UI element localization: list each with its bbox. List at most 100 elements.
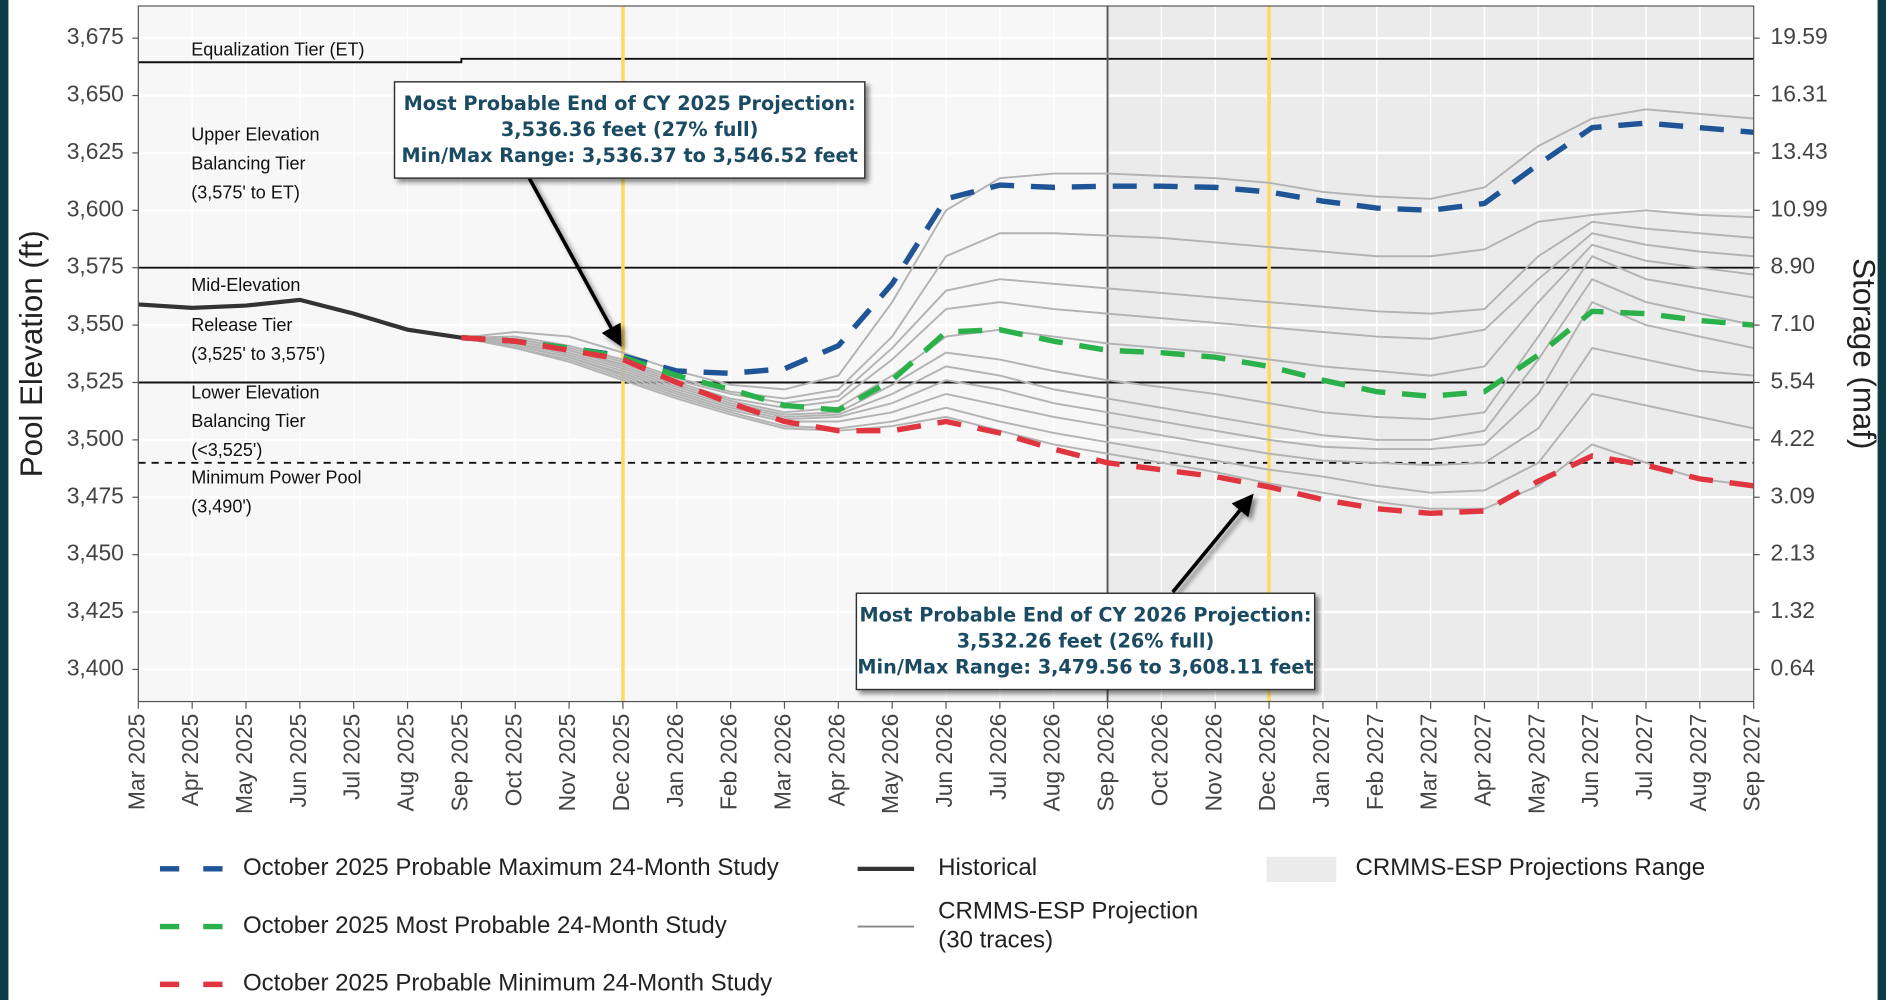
series-line [461, 335, 1755, 517]
x-tick-label: Sep 2026 [1093, 714, 1119, 812]
x-tick-label: Sep 2027 [1739, 714, 1765, 812]
tier-label: Minimum Power Pool [191, 468, 361, 488]
y-tick-label: 3,625 [67, 138, 124, 164]
y2-tick-label: 13.43 [1771, 138, 1828, 164]
frame-left [0, 0, 9, 1000]
annotation-text: Most Probable End of CY 2025 Projection: [404, 92, 856, 115]
x-tick-label: Aug 2025 [393, 714, 419, 812]
y2-tick-label: 7.10 [1771, 310, 1815, 336]
x-tick-label: Mar 2025 [123, 714, 149, 811]
y2-tick-label: 19.59 [1771, 23, 1828, 49]
x-tick-label: Jul 2026 [985, 714, 1011, 800]
x-tick-label: Jun 2026 [931, 714, 957, 808]
legend-label: (30 traces) [938, 926, 1053, 953]
x-tick-label: Oct 2026 [1146, 714, 1172, 807]
tier-label: (3,525' to 3,575') [191, 344, 325, 364]
x-tick-label: Apr 2026 [823, 714, 849, 807]
y2-axis-label: Storage (maf) [1847, 258, 1882, 449]
series-line [138, 297, 462, 340]
x-tick-label: Nov 2025 [554, 714, 580, 812]
tier-label: Equalization Tier (ET) [191, 39, 364, 59]
y2-tick-label: 5.54 [1771, 368, 1816, 394]
x-tick-label: Dec 2025 [608, 714, 634, 812]
y-tick-label: 3,500 [67, 425, 124, 451]
x-tick-label: Aug 2027 [1685, 714, 1711, 812]
frame-right [1877, 0, 1886, 1000]
trace-line [461, 300, 1754, 451]
legend-label: CRMMS-ESP Projection [938, 898, 1198, 925]
tier-label: (<3,525') [191, 440, 262, 460]
y2-tick-label: 16.31 [1771, 81, 1828, 107]
annotation-arrow [1171, 493, 1254, 594]
legend-label: October 2025 Probable Maximum 24-Month S… [243, 854, 779, 881]
y-tick-label: 3,575 [67, 253, 124, 279]
trace-line [461, 336, 1754, 494]
trace-line [461, 255, 1754, 421]
x-tick-label: Jun 2025 [285, 714, 311, 808]
y2-tick-label: 4.22 [1771, 425, 1815, 451]
y2-tick-label: 10.99 [1771, 195, 1828, 221]
plot-border [137, 5, 1755, 703]
x-tick-label: Sep 2025 [446, 714, 472, 812]
tier-label: Upper Elevation [191, 125, 319, 145]
x-tick-label: Oct 2025 [500, 714, 526, 807]
legend-swatch [1266, 856, 1337, 883]
x-tick-label: Apr 2027 [1469, 714, 1495, 807]
tier-label: Balancing Tier [191, 411, 305, 431]
y2-tick-label: 8.90 [1771, 253, 1815, 279]
x-tick-label: Apr 2025 [177, 714, 203, 807]
y-tick-label: 3,525 [67, 368, 124, 394]
annotation-arrow [527, 177, 622, 347]
x-tick-label: Mar 2026 [770, 714, 796, 811]
tier-label: Lower Elevation [191, 382, 319, 402]
y-tick-label: 3,450 [67, 540, 124, 566]
x-tick-label: Jan 2027 [1308, 714, 1334, 808]
y-tick-label: 3,400 [67, 654, 124, 680]
x-tick-label: Jul 2025 [339, 714, 365, 800]
x-tick-label: Jun 2027 [1577, 714, 1603, 808]
y-tick-label: 3,475 [67, 482, 124, 508]
x-tick-label: May 2027 [1523, 714, 1549, 814]
x-tick-label: Feb 2026 [716, 714, 742, 811]
y-tick-label: 3,600 [67, 195, 124, 221]
tier-label: Release Tier [191, 315, 292, 335]
x-tick-label: Feb 2027 [1362, 714, 1388, 811]
y-tick-label: 3,550 [67, 310, 124, 336]
y-tick-label: 3,425 [67, 597, 124, 623]
y-tick-label: 3,675 [67, 23, 124, 49]
x-tick-label: May 2026 [877, 714, 903, 814]
series-line [461, 308, 1754, 413]
legend-label: CRMMS-ESP Projections Range [1356, 854, 1706, 881]
y2-tick-label: 2.13 [1771, 540, 1815, 566]
trace-line [461, 277, 1754, 441]
annotation-text: Most Probable End of CY 2026 Projection: [860, 604, 1312, 627]
x-tick-label: Nov 2026 [1200, 714, 1226, 812]
trace-line [461, 336, 1754, 510]
x-tick-label: Jul 2027 [1631, 714, 1657, 800]
y2-tick-label: 3.09 [1771, 482, 1815, 508]
x-tick-label: May 2025 [231, 714, 257, 814]
y-axis-label: Pool Elevation (ft) [14, 230, 49, 477]
tier-label: (3,490') [191, 497, 252, 517]
series-line [461, 120, 1754, 377]
tier-label: (3,575' to ET) [191, 183, 300, 203]
legend-label: October 2025 Most Probable 24-Month Stud… [243, 912, 727, 939]
legend-label: Historical [938, 854, 1037, 881]
y-tick-label: 3,650 [67, 81, 124, 107]
x-tick-label: Aug 2026 [1039, 714, 1065, 812]
tier-label: Balancing Tier [191, 154, 305, 174]
y2-tick-label: 1.32 [1771, 597, 1815, 623]
x-tick-label: Mar 2027 [1416, 714, 1442, 811]
annotation-text: 3,536.36 feet (27% full) [501, 118, 758, 141]
annotation-text: Min/Max Range: 3,479.56 to 3,608.11 feet [857, 655, 1313, 678]
y2-tick-label: 0.64 [1771, 654, 1816, 680]
x-tick-label: Jan 2026 [662, 714, 688, 808]
x-tick-label: Dec 2026 [1254, 714, 1280, 812]
annotation-text: 3,532.26 feet (26% full) [957, 629, 1214, 652]
annotation-box [855, 592, 1316, 691]
trace-line [461, 336, 1754, 467]
legend-label: October 2025 Probable Minimum 24-Month S… [243, 970, 772, 997]
tier-label: Mid-Elevation [191, 275, 300, 295]
